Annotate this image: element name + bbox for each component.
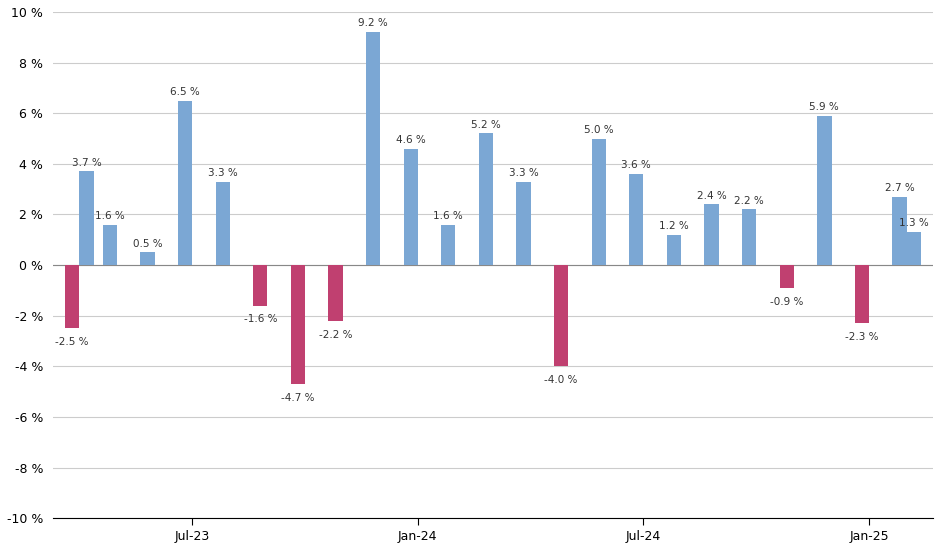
Bar (892, 197, 907, 265)
Text: 5.2 %: 5.2 % (471, 120, 501, 130)
Text: -4.7 %: -4.7 % (281, 393, 315, 403)
Bar (140, 252, 154, 265)
Text: 6.5 %: 6.5 % (170, 87, 200, 97)
Text: 3.3 %: 3.3 % (208, 168, 238, 178)
Bar (441, 224, 456, 265)
Text: 2.4 %: 2.4 % (697, 190, 727, 201)
Text: -2.3 %: -2.3 % (845, 332, 879, 342)
Text: 0.5 %: 0.5 % (133, 239, 163, 249)
Text: -2.2 %: -2.2 % (319, 329, 352, 340)
Text: 9.2 %: 9.2 % (358, 18, 388, 29)
Bar (554, 265, 569, 366)
Bar (779, 265, 794, 288)
Bar (102, 224, 117, 265)
Text: 1.2 %: 1.2 % (659, 221, 689, 231)
Text: 2.7 %: 2.7 % (885, 183, 915, 193)
Text: 5.0 %: 5.0 % (584, 125, 614, 135)
Bar (366, 32, 380, 265)
Bar (290, 265, 305, 384)
Bar (478, 134, 494, 265)
Text: 4.6 %: 4.6 % (396, 135, 426, 145)
Bar (328, 265, 342, 321)
Bar (742, 210, 757, 265)
Text: 2.2 %: 2.2 % (734, 196, 764, 206)
Bar (629, 174, 644, 265)
Bar (215, 182, 229, 265)
Text: 1.3 %: 1.3 % (899, 218, 929, 228)
Text: 3.6 %: 3.6 % (621, 160, 651, 170)
Bar (666, 235, 681, 265)
Text: 1.6 %: 1.6 % (433, 211, 463, 221)
Bar (907, 232, 921, 265)
Text: -2.5 %: -2.5 % (55, 337, 89, 347)
Text: 1.6 %: 1.6 % (95, 211, 125, 221)
Text: 3.3 %: 3.3 % (509, 168, 539, 178)
Bar (403, 148, 418, 265)
Bar (516, 182, 531, 265)
Text: -0.9 %: -0.9 % (770, 297, 804, 307)
Bar (591, 139, 606, 265)
Text: -1.6 %: -1.6 % (243, 315, 277, 324)
Bar (79, 172, 94, 265)
Bar (178, 101, 192, 265)
Text: -4.0 %: -4.0 % (544, 375, 578, 385)
Text: 5.9 %: 5.9 % (809, 102, 839, 112)
Bar (704, 205, 719, 265)
Bar (65, 265, 79, 328)
Text: 3.7 %: 3.7 % (71, 158, 102, 168)
Bar (817, 116, 832, 265)
Bar (854, 265, 870, 323)
Bar (253, 265, 267, 306)
